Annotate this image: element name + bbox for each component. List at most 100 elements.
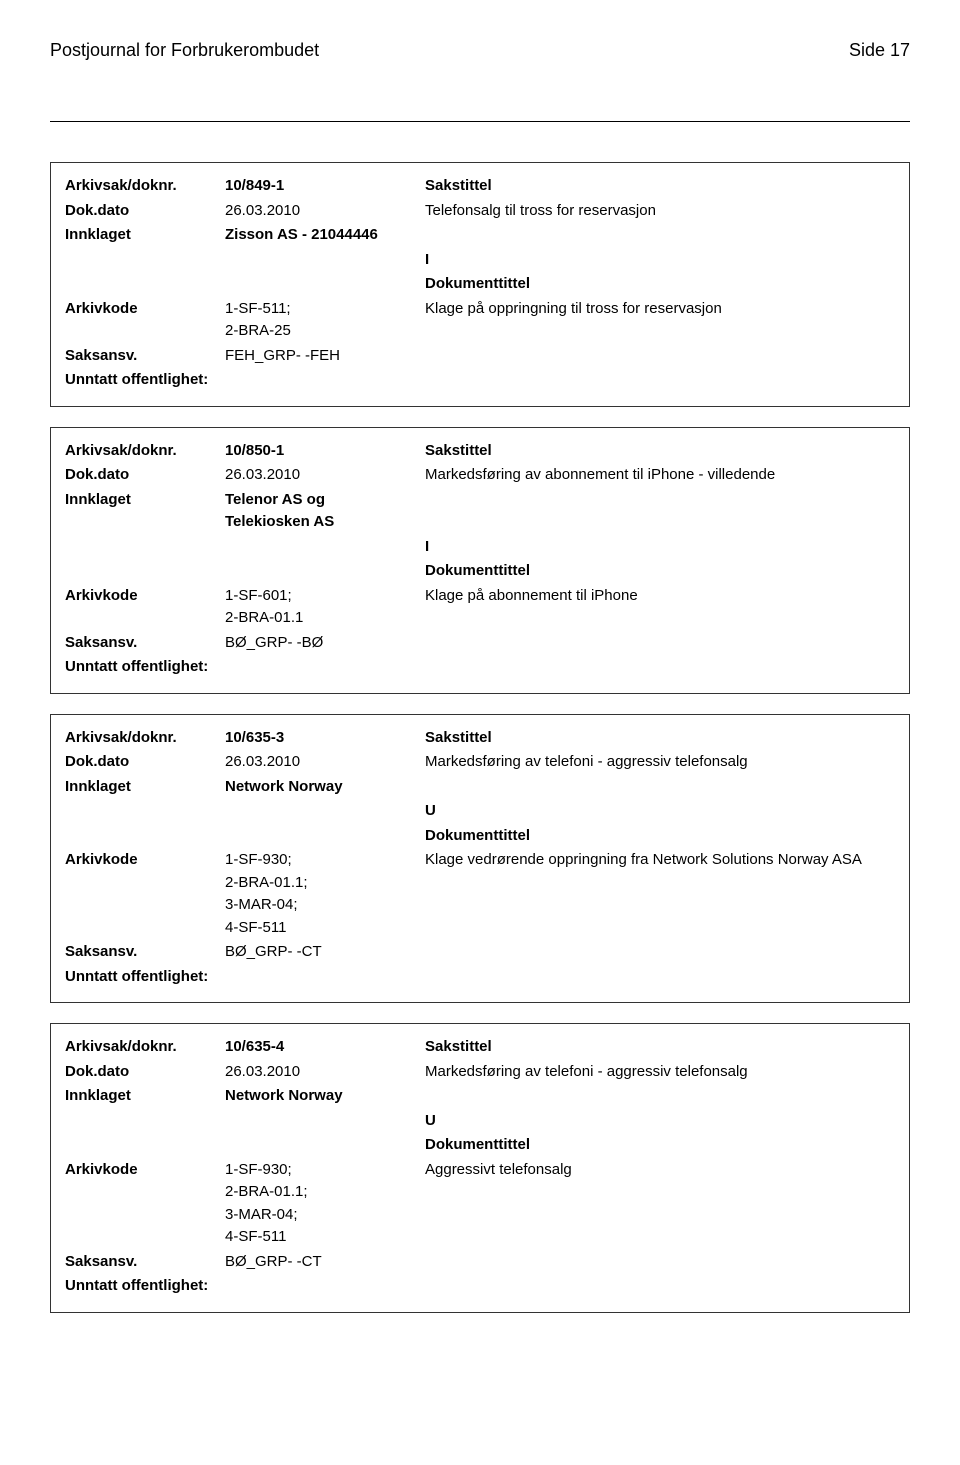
saksansv-value: BØ_GRP- -BØ [225, 634, 323, 651]
row-label: Saksansv. [65, 632, 225, 655]
record-row: U [65, 800, 895, 823]
document-type: I [425, 538, 429, 555]
row-middle: 10/850-1 [225, 440, 425, 463]
arkivsak-value: 10/850-1 [225, 442, 284, 459]
row-right: Sakstittel [425, 1036, 895, 1059]
record-row: Dok.dato26.03.2010Markedsføring av telef… [65, 1061, 895, 1084]
row-middle: 1-SF-930; 2-BRA-01.1; 3-MAR-04; 4-SF-511 [225, 1159, 425, 1249]
record: Arkivsak/doknr.10/849-1SakstittelDok.dat… [50, 162, 910, 407]
arkivsak-value: 10/849-1 [225, 177, 284, 194]
row-right: I [425, 249, 895, 272]
sakstittel-label: Sakstittel [425, 729, 492, 746]
row-label: Unntatt offentlighet: [65, 966, 225, 989]
dokumenttittel-value: Klage vedrørende oppringning fra Network… [425, 851, 862, 868]
sakstittel-value: Markedsføring av telefoni - aggressiv te… [425, 753, 748, 770]
saksansv-value: FEH_GRP- -FEH [225, 347, 340, 364]
row-right: Markedsføring av telefoni - aggressiv te… [425, 751, 895, 774]
record-row: Arkivsak/doknr.10/850-1Sakstittel [65, 440, 895, 463]
row-label: Unntatt offentlighet: [65, 1275, 225, 1298]
dokdato-value: 26.03.2010 [225, 753, 300, 770]
row-label: Arkivkode [65, 585, 225, 608]
row-label: Arkivsak/doknr. [65, 175, 225, 198]
row-label: Innklaget [65, 776, 225, 799]
dokumenttittel-value: Klage på oppringning til tross for reser… [425, 300, 722, 317]
record-row: InnklagetZisson AS - 21044446 [65, 224, 895, 247]
header-divider [50, 121, 910, 122]
arkivsak-value: 10/635-4 [225, 1038, 284, 1055]
record-row: I [65, 249, 895, 272]
row-right: Klage vedrørende oppringning fra Network… [425, 849, 895, 872]
row-right: Markedsføring av abonnement til iPhone -… [425, 464, 895, 487]
row-label: Unntatt offentlighet: [65, 369, 225, 392]
row-middle: Telenor AS og Telekiosken AS [225, 489, 425, 534]
row-label: Dok.dato [65, 200, 225, 223]
row-right: Dokumenttittel [425, 825, 895, 848]
row-middle: BØ_GRP- -CT [225, 941, 425, 964]
record-row: Arkivsak/doknr.10/849-1 Sakstittel [65, 175, 895, 198]
row-label: Innklaget [65, 489, 225, 512]
row-label: Arkivkode [65, 298, 225, 321]
row-middle: 1-SF-601; 2-BRA-01.1 [225, 585, 425, 630]
row-right: Klage på oppringning til tross for reser… [425, 298, 895, 321]
arkivkode-value: 1-SF-601; 2-BRA-01.1 [225, 587, 303, 627]
row-label: Dok.dato [65, 1061, 225, 1084]
row-right: Sakstittel [425, 175, 895, 198]
arkivkode-value: 1-SF-930; 2-BRA-01.1; 3-MAR-04; 4-SF-511 [225, 851, 308, 936]
page-header: Postjournal for Forbrukerombudet Side 17 [50, 40, 910, 61]
row-label: Arkivsak/doknr. [65, 727, 225, 750]
row-middle: 1-SF-511; 2-BRA-25 [225, 298, 425, 343]
dokumenttittel-value: Aggressivt telefonsalg [425, 1161, 572, 1178]
record-row: Dokumenttittel [65, 560, 895, 583]
record-row: Dokumenttittel [65, 825, 895, 848]
record-row: Saksansv.BØ_GRP- -CT [65, 941, 895, 964]
row-middle: 10/849-1 [225, 175, 425, 198]
record-row: Dok.dato26.03.2010Telefonsalg til tross … [65, 200, 895, 223]
sakstittel-value: Markedsføring av telefoni - aggressiv te… [425, 1063, 748, 1080]
record: Arkivsak/doknr.10/635-3 Sakstittel Dok.dat… [50, 714, 910, 1004]
record-row: Unntatt offentlighet: [65, 369, 895, 392]
row-middle: BØ_GRP- -BØ [225, 632, 425, 655]
record-row: InnklagetTelenor AS og Telekiosken AS [65, 489, 895, 534]
innklaget-value: Telenor AS og Telekiosken AS [225, 491, 334, 531]
dokumenttittel-label: Dokumenttittel [425, 562, 530, 579]
record-row: Unntatt offentlighet: [65, 1275, 895, 1298]
saksansv-value: BØ_GRP- -CT [225, 943, 322, 960]
arkivsak-value: 10/635-3 [225, 729, 284, 746]
row-middle: 10/635-3 [225, 727, 425, 750]
row-middle: BØ_GRP- -CT [225, 1251, 425, 1274]
innklaget-value: Zisson AS - 21044446 [225, 226, 378, 243]
row-label: Saksansv. [65, 345, 225, 368]
row-label: Saksansv. [65, 1251, 225, 1274]
record-row: Dokumenttittel [65, 1134, 895, 1157]
record-row: Dok.dato26.03.2010 Markedsføring av telef… [65, 751, 895, 774]
records-list: Arkivsak/doknr.10/849-1SakstittelDok.dat… [50, 162, 910, 1313]
dokumenttittel-label: Dokumenttittel [425, 827, 530, 844]
row-middle: 26.03.2010 [225, 751, 425, 774]
row-middle: Network Norway [225, 776, 425, 799]
row-right: Sakstittel [425, 727, 895, 750]
dokumenttittel-label: Dokumenttittel [425, 275, 530, 292]
record-row: Arkivsak/doknr.10/635-4 Sakstittel [65, 1036, 895, 1059]
row-label: Arkivkode [65, 1159, 225, 1182]
row-label: Unntatt offentlighet: [65, 656, 225, 679]
record-row: Unntatt offentlighet: [65, 966, 895, 989]
row-middle: 26.03.2010 [225, 464, 425, 487]
row-label: Arkivsak/doknr. [65, 1036, 225, 1059]
sakstittel-value: Markedsføring av abonnement til iPhone -… [425, 466, 775, 483]
page-number: Side 17 [849, 40, 910, 61]
record-row: Arkivkode1-SF-930; 2-BRA-01.1; 3-MAR-04;… [65, 1159, 895, 1249]
row-middle: 26.03.2010 [225, 1061, 425, 1084]
row-label: Innklaget [65, 224, 225, 247]
row-right: Markedsføring av telefoni - aggressiv te… [425, 1061, 895, 1084]
record-row: Arkivkode1-SF-601; 2-BRA-01.1Klage på ab… [65, 585, 895, 630]
row-right: Sakstittel [425, 440, 895, 463]
journal-title: Postjournal for Forbrukerombudet [50, 40, 319, 61]
dokdato-value: 26.03.2010 [225, 466, 300, 483]
row-right: Dokumenttittel [425, 273, 895, 296]
sakstittel-label: Sakstittel [425, 442, 492, 459]
row-right: U [425, 800, 895, 823]
row-middle: 10/635-4 [225, 1036, 425, 1059]
record-row: InnklagetNetwork Norway [65, 1085, 895, 1108]
sakstittel-label: Sakstittel [425, 1038, 492, 1055]
row-label: Dok.dato [65, 751, 225, 774]
